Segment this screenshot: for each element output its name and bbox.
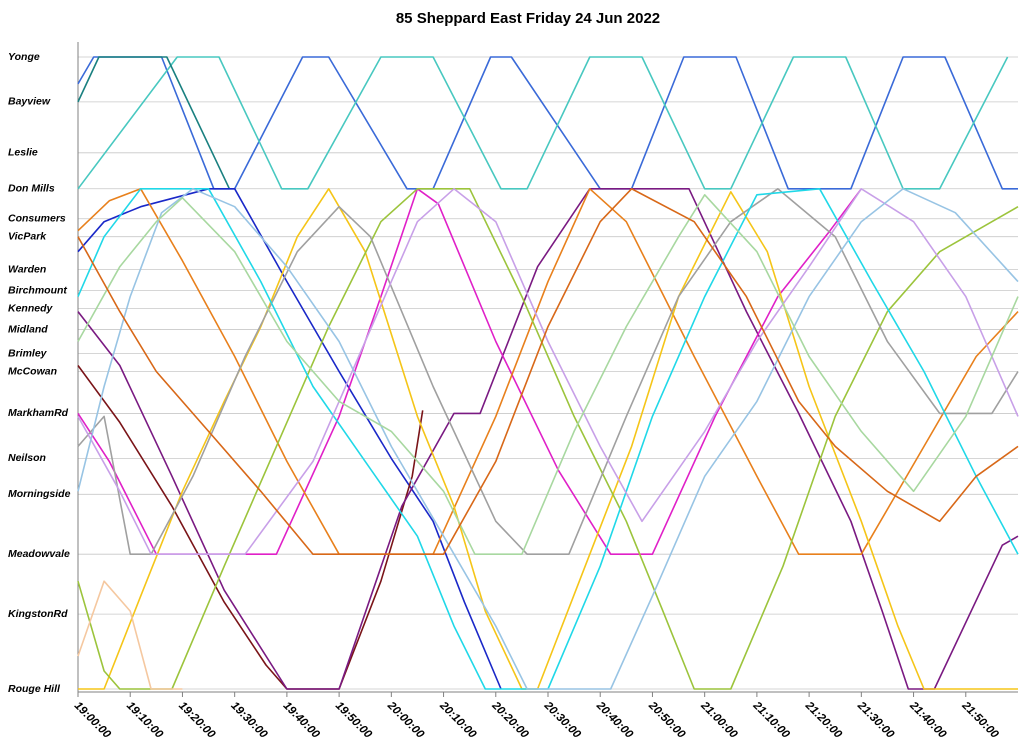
- y-tick-label: Birchmount: [8, 284, 67, 296]
- vehicle-trace: [77, 188, 1019, 690]
- y-tick-label: Don Mills: [8, 183, 55, 195]
- vehicle-trace: [77, 188, 1019, 555]
- vehicle-trace: [77, 194, 1019, 555]
- y-tick-label: Meadowvale: [8, 548, 70, 560]
- vehicle-trace: [77, 580, 183, 690]
- y-tick-label: Leslie: [8, 147, 38, 159]
- chart-title: 85 Sheppard East Friday 24 Jun 2022: [396, 10, 660, 27]
- y-tick-label: MarkhamRd: [8, 407, 69, 419]
- vehicle-trace: [77, 188, 502, 690]
- y-tick-label: Rouge Hill: [8, 683, 61, 695]
- y-tick-label: VicPark: [8, 230, 47, 242]
- vehicle-trace: [77, 188, 1019, 690]
- y-tick-label: Kennedy: [8, 302, 54, 314]
- y-tick-label: Consumers: [8, 213, 66, 225]
- y-tick-label: McCowan: [8, 365, 57, 377]
- vehicle-trace: [77, 365, 424, 690]
- vehicle-trace: [77, 188, 1019, 555]
- vehicle-trace: [77, 188, 1019, 690]
- vehicle-trace: [77, 188, 1019, 555]
- y-tick-label: Brimley: [8, 347, 48, 359]
- y-tick-label: Morningside: [8, 488, 71, 500]
- y-tick-label: Neilson: [8, 452, 46, 464]
- y-tick-label: Warden: [8, 263, 46, 275]
- vehicle-trace: [77, 188, 1019, 555]
- y-tick-label: Yonge: [8, 51, 40, 63]
- y-tick-label: Bayview: [8, 96, 51, 108]
- vehicle-trace: [77, 188, 1019, 690]
- y-tick-label: Midland: [8, 323, 48, 335]
- vehicle-trace: [77, 56, 1009, 190]
- vehicle-trace: [78, 188, 1018, 690]
- vehicle-trace: [77, 56, 231, 190]
- y-tick-label: KingstonRd: [8, 608, 68, 620]
